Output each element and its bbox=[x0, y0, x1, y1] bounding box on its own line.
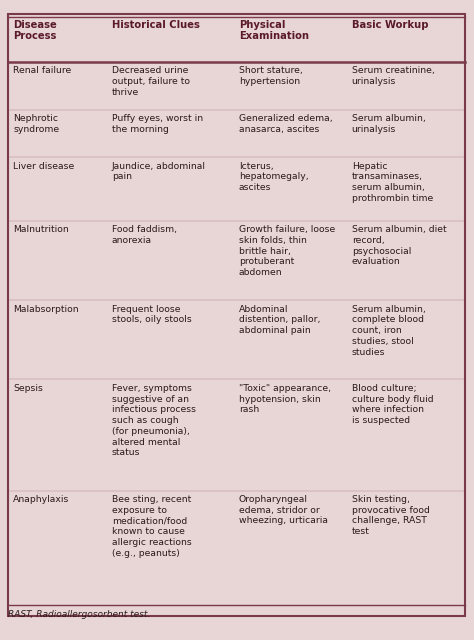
Text: Oropharyngeal
edema, stridor or
wheezing, urticaria: Oropharyngeal edema, stridor or wheezing… bbox=[239, 495, 328, 525]
Text: Serum creatinine,
urinalysis: Serum creatinine, urinalysis bbox=[352, 67, 435, 86]
Text: Nephrotic
syndrome: Nephrotic syndrome bbox=[13, 114, 59, 134]
Text: Frequent loose
stools, oily stools: Frequent loose stools, oily stools bbox=[112, 305, 191, 324]
Text: Blood culture;
culture body fluid
where infection
is suspected: Blood culture; culture body fluid where … bbox=[352, 384, 433, 425]
Text: RAST, Radioallergosorbent test.: RAST, Radioallergosorbent test. bbox=[9, 610, 151, 619]
Text: Anaphylaxis: Anaphylaxis bbox=[13, 495, 70, 504]
Text: Skin testing,
provocative food
challenge, RAST
test: Skin testing, provocative food challenge… bbox=[352, 495, 429, 536]
Text: Serum albumin,
urinalysis: Serum albumin, urinalysis bbox=[352, 114, 426, 134]
Text: Food faddism,
anorexia: Food faddism, anorexia bbox=[112, 225, 177, 245]
Text: Abdominal
distention, pallor,
abdominal pain: Abdominal distention, pallor, abdominal … bbox=[239, 305, 320, 335]
Text: Physical
Examination: Physical Examination bbox=[239, 20, 309, 42]
Text: Generalized edema,
anasarca, ascites: Generalized edema, anasarca, ascites bbox=[239, 114, 332, 134]
Text: Growth failure, loose
skin folds, thin
brittle hair,
protuberant
abdomen: Growth failure, loose skin folds, thin b… bbox=[239, 225, 335, 277]
Text: Liver disease: Liver disease bbox=[13, 162, 74, 171]
Text: Historical Clues: Historical Clues bbox=[112, 20, 200, 30]
FancyBboxPatch shape bbox=[9, 14, 465, 616]
Text: Hepatic
transaminases,
serum albumin,
prothrombin time: Hepatic transaminases, serum albumin, pr… bbox=[352, 162, 433, 203]
Text: Renal failure: Renal failure bbox=[13, 67, 72, 76]
Text: Sepsis: Sepsis bbox=[13, 384, 43, 393]
Text: Disease
Process: Disease Process bbox=[13, 20, 57, 42]
Text: Serum albumin,
complete blood
count, iron
studies, stool
studies: Serum albumin, complete blood count, iro… bbox=[352, 305, 426, 356]
Text: Short stature,
hypertension: Short stature, hypertension bbox=[239, 67, 302, 86]
Text: Puffy eyes, worst in
the morning: Puffy eyes, worst in the morning bbox=[112, 114, 203, 134]
Text: Jaundice, abdominal
pain: Jaundice, abdominal pain bbox=[112, 162, 206, 181]
Text: Basic Workup: Basic Workup bbox=[352, 20, 428, 30]
Text: Serum albumin, diet
record,
psychosocial
evaluation: Serum albumin, diet record, psychosocial… bbox=[352, 225, 447, 266]
Text: Decreased urine
output, failure to
thrive: Decreased urine output, failure to thriv… bbox=[112, 67, 190, 97]
Text: Malnutrition: Malnutrition bbox=[13, 225, 69, 234]
Text: "Toxic" appearance,
hypotension, skin
rash: "Toxic" appearance, hypotension, skin ra… bbox=[239, 384, 331, 414]
Text: Fever, symptoms
suggestive of an
infectious process
such as cough
(for pneumonia: Fever, symptoms suggestive of an infecti… bbox=[112, 384, 196, 458]
Text: Bee sting, recent
exposure to
medication/food
known to cause
allergic reactions
: Bee sting, recent exposure to medication… bbox=[112, 495, 191, 557]
Text: Icterus,
hepatomegaly,
ascites: Icterus, hepatomegaly, ascites bbox=[239, 162, 309, 192]
Text: Malabsorption: Malabsorption bbox=[13, 305, 79, 314]
